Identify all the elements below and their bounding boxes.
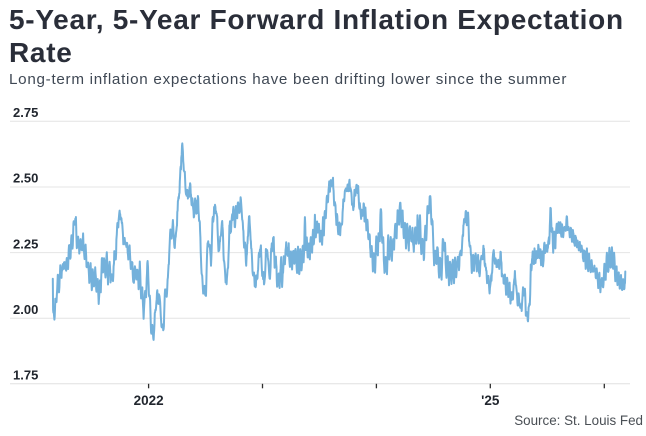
svg-text:2.25: 2.25 [13, 236, 38, 251]
svg-text:'25: '25 [481, 393, 500, 408]
svg-text:2.00: 2.00 [13, 302, 38, 317]
svg-text:2.50: 2.50 [13, 171, 38, 186]
svg-text:2.75: 2.75 [13, 105, 38, 120]
svg-text:2022: 2022 [134, 393, 164, 408]
svg-text:1.75: 1.75 [13, 368, 38, 383]
